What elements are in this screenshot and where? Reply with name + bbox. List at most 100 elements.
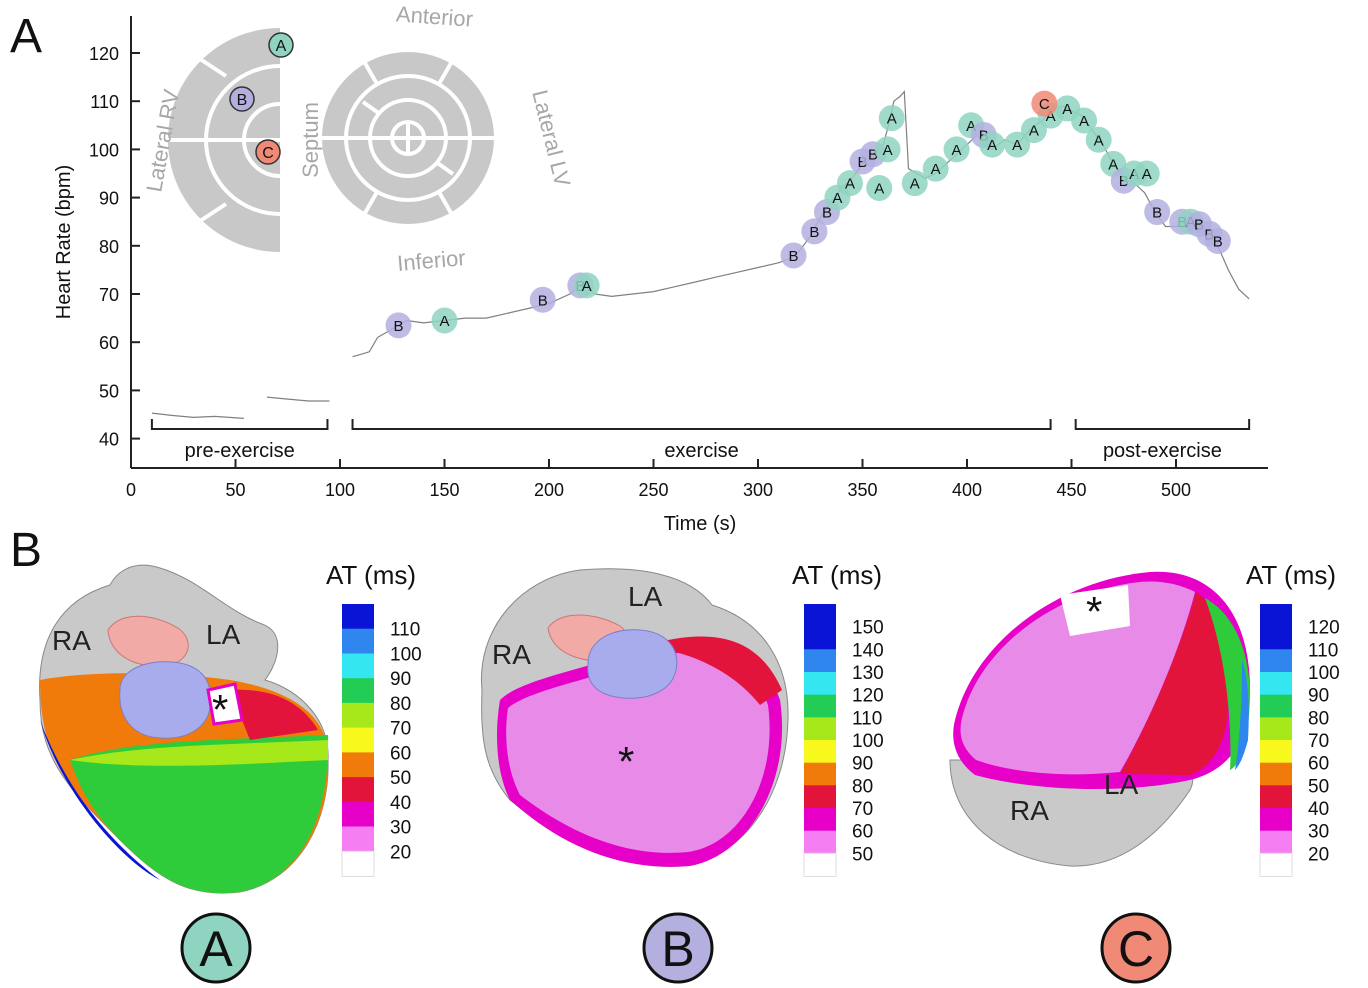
colorbar-tick-label: 30	[390, 818, 411, 839]
map-b-circle-label: B	[661, 921, 694, 977]
activation-marker: C	[1031, 90, 1058, 117]
map-b-scale-title: AT (ms)	[792, 560, 882, 590]
marker-label: B	[857, 154, 867, 171]
colorbar-swatch	[803, 852, 837, 877]
rv-half-bullseye	[168, 28, 281, 252]
marker-dot	[385, 312, 412, 339]
x-tick-label: 500	[1161, 480, 1191, 500]
colorbar-tick-label: 70	[390, 719, 411, 740]
marker-dot	[1085, 126, 1112, 153]
marker-label: B	[1119, 173, 1129, 190]
colorbar-tick-label: 70	[852, 799, 873, 820]
marker-dot	[780, 242, 807, 269]
bullseye-marker-c-label: C	[262, 145, 274, 162]
marker-dot	[922, 155, 949, 182]
heart-shape-b	[480, 568, 789, 867]
map-a-la-label: LA	[206, 619, 241, 650]
activation-marker: A	[836, 170, 863, 197]
colorbar-swatch	[342, 604, 374, 630]
y-tick-label: 90	[99, 189, 119, 209]
rv-divider-upper	[195, 55, 228, 78]
x-tick-label: 100	[325, 480, 355, 500]
activation-marker: B	[1204, 227, 1231, 254]
colorbar-tick-label: 80	[852, 776, 873, 797]
y-ticks: 40 50 60 70 80 90 100 110 120	[89, 44, 140, 450]
colorbar-tick-label: 80	[390, 694, 411, 715]
marker-label: A	[845, 176, 855, 193]
colorbar-swatch	[1260, 626, 1292, 650]
marker-label: A	[1046, 108, 1056, 125]
colorbar-tick-label: 120	[852, 686, 884, 707]
activation-marker: A	[874, 136, 901, 163]
lv-divider-c	[437, 191, 453, 214]
x-tick-label: 50	[225, 480, 245, 500]
y-tick-label: 60	[99, 333, 119, 353]
bullseye-marker-b: B	[229, 86, 255, 112]
activation-marker: A	[573, 272, 600, 299]
colorbar-swatch	[342, 653, 374, 679]
activation-marker: A	[901, 170, 928, 197]
marker-label: A	[582, 278, 592, 295]
colorbar-swatch	[1260, 808, 1292, 832]
marker-dot	[431, 307, 458, 334]
colorbar-swatch	[1260, 694, 1292, 718]
map-c-scale-title: AT (ms)	[1246, 560, 1336, 590]
rv-divider-lower	[195, 202, 228, 225]
activation-marker: B	[801, 218, 828, 245]
bullseye-marker-c: C	[255, 139, 281, 165]
marker-label: A	[887, 111, 897, 128]
lv-divider-a	[437, 62, 453, 85]
phase-label: exercise	[664, 440, 738, 462]
lv-bullseye	[322, 52, 494, 224]
marker-dot	[901, 170, 928, 197]
marker-dot	[1144, 199, 1171, 226]
phase-bracket	[351, 419, 1052, 430]
marker-label: A	[1142, 166, 1152, 183]
marker-dot	[1071, 107, 1098, 134]
phase-bracket	[1074, 419, 1251, 430]
map-c-ra-label: RA	[1010, 795, 1049, 826]
x-tick-label: 300	[743, 480, 773, 500]
marker-label: B	[1152, 205, 1162, 222]
colorbar-tick-label: 40	[1308, 799, 1329, 820]
map-c-circle-label: C	[1118, 921, 1154, 977]
marker-dot	[878, 105, 905, 132]
colorbar-tick-label: 60	[852, 822, 873, 843]
activation-marker: B	[385, 312, 412, 339]
x-axis-label: Time (s)	[664, 513, 737, 535]
map-c-la-label: LA	[1104, 769, 1139, 800]
colorbar-swatch	[342, 752, 374, 778]
marker-label: A	[832, 190, 842, 207]
colorbar-tick-label: 120	[1308, 618, 1340, 639]
marker-dot	[866, 174, 893, 201]
colorbar-tick-label: 30	[1308, 822, 1329, 843]
lv-divider-f	[434, 160, 455, 176]
colorbar-tick-label: 110	[390, 620, 420, 641]
y-tick-label: 50	[99, 381, 119, 401]
colorbar-tick-label: 40	[390, 793, 411, 814]
phase-label: pre-exercise	[185, 440, 295, 462]
heart-rate-chart: 40 50 60 70 80 90 100 110 120 0 50 100 150 200 250 300…	[53, 1, 1268, 535]
colorbar-swatch	[1260, 717, 1292, 741]
map-b-ra-label: RA	[492, 639, 531, 670]
colorbar-tick-label: 140	[852, 640, 884, 661]
map-a-colorbar: 110 100 90 80 70 60 50 40 30 20	[341, 604, 422, 877]
colorbar-swatch	[804, 740, 836, 764]
colorbar-swatch	[342, 826, 374, 852]
y-tick-label: 80	[99, 237, 119, 257]
marker-dot	[1204, 227, 1231, 254]
map-a-circle-label: A	[199, 921, 233, 977]
colorbar-tick-label: 100	[1308, 663, 1340, 684]
colorbar-swatch	[342, 727, 374, 753]
colorbar-swatch	[342, 777, 374, 803]
marker-label: B	[868, 147, 878, 164]
marker-label: A	[1062, 101, 1072, 118]
marker-label: A	[910, 176, 920, 193]
colorbar-swatch	[804, 717, 836, 741]
colorbar-swatch	[1260, 785, 1292, 809]
x-tick-label: 250	[638, 480, 668, 500]
colorbar-swatch	[342, 678, 374, 704]
activation-map-a: RA LA * AT (ms) 110 100 90 80 70 60 50 40 30 20 A	[39, 560, 422, 984]
